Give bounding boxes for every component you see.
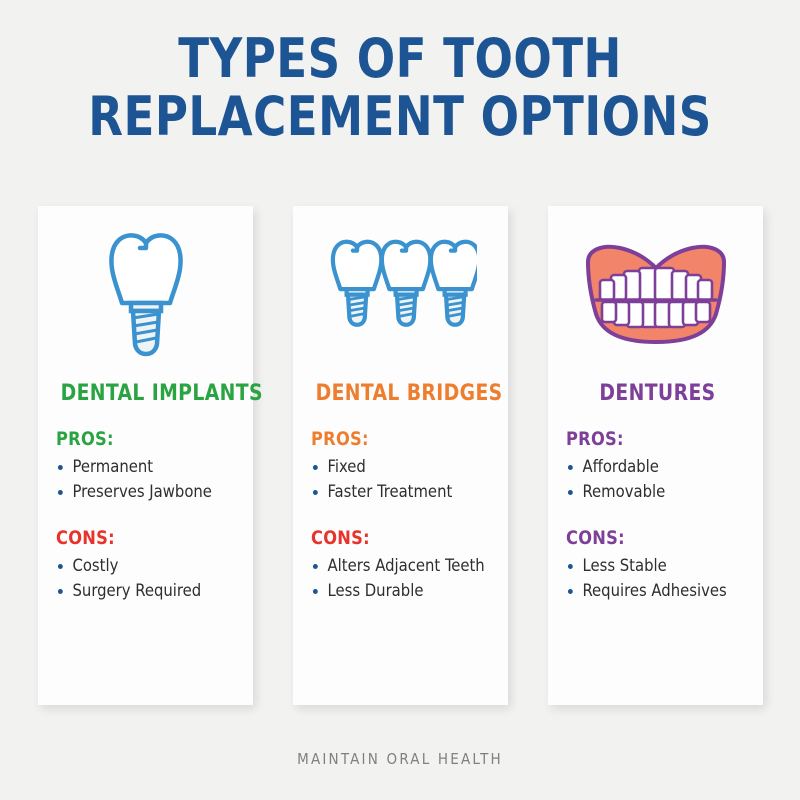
list-item-label: Preserves Jawbone [72,482,212,502]
bullet-dot-icon [312,490,318,495]
card-body: DENTAL IMPLANTS PROS: Permanent Preserve… [38,381,263,604]
card-body: DENTAL BRIDGES PROS: Fixed Faster Treatm… [293,381,508,604]
pros-list: Permanent Preserves Jawbone [56,455,239,505]
list-item: Removable [566,480,744,505]
page-title-line-2: REPLACEMENT OPTIONS [88,85,712,148]
dental-implant-icon [38,206,253,381]
list-item-label: Removable [582,482,666,502]
cons-label: CONS: [56,527,115,549]
card-heading: DENTAL IMPLANTS [60,381,263,406]
list-item-label: Permanent [72,457,154,477]
bullet-dot-icon [57,589,63,594]
bullet-dot-icon [312,465,318,470]
pros-list: Affordable Removable [566,455,749,505]
list-item: Affordable [566,455,744,480]
list-item-label: Fixed [327,457,366,477]
pros-label: PROS: [311,428,369,450]
bullet-dot-icon [57,490,63,495]
list-item: Less Stable [566,554,744,579]
dental-bridge-icon [293,206,508,381]
bullet-dot-icon [57,465,63,470]
card-dentures[interactable]: DENTURES PROS: Affordable Removable CONS… [548,206,763,705]
page-title-line-1: TYPES OF TOOTH [178,27,622,90]
list-item-label: Less Durable [327,581,424,601]
list-item-label: Costly [72,556,119,576]
bullet-dot-icon [567,465,573,470]
list-item: Preserves Jawbone [56,480,234,505]
pros-list: Fixed Faster Treatment [311,455,494,505]
bullet-dot-icon [312,564,318,569]
list-item: Requires Adhesives [566,579,744,604]
card-body: DENTURES PROS: Affordable Removable CONS… [548,381,763,604]
card-heading: DENTURES [599,381,716,406]
dentures-icon [548,206,763,381]
list-item-label: Affordable [582,457,659,477]
list-item: Faster Treatment [311,480,489,505]
pros-label: PROS: [566,428,624,450]
list-item: Fixed [311,455,489,480]
list-item-label: Alters Adjacent Teeth [327,556,485,576]
card-dental-bridges[interactable]: DENTAL BRIDGES PROS: Fixed Faster Treatm… [293,206,508,705]
cons-list: Less Stable Requires Adhesives [566,554,749,604]
bullet-dot-icon [57,564,63,569]
list-item: Alters Adjacent Teeth [311,554,489,579]
bullet-dot-icon [312,589,318,594]
footer-tagline: MAINTAIN ORAL HEALTH [297,750,503,768]
cons-list: Alters Adjacent Teeth Less Durable [311,554,494,604]
cons-list: Costly Surgery Required [56,554,239,604]
list-item: Permanent [56,455,234,480]
list-item: Less Durable [311,579,489,604]
cons-label: CONS: [311,527,370,549]
bullet-dot-icon [567,589,573,594]
page-title: TYPES OF TOOTH REPLACEMENT OPTIONS [0,30,800,146]
list-item-label: Less Stable [582,556,667,576]
bullet-dot-icon [567,490,573,495]
list-item: Costly [56,554,234,579]
bullet-dot-icon [567,564,573,569]
cons-label: CONS: [566,527,625,549]
list-item-label: Surgery Required [72,581,202,601]
list-item: Surgery Required [56,579,234,604]
list-item-label: Faster Treatment [327,482,453,502]
pros-label: PROS: [56,428,114,450]
card-heading: DENTAL BRIDGES [315,381,503,406]
card-list: DENTAL IMPLANTS PROS: Permanent Preserve… [38,206,763,705]
list-item-label: Requires Adhesives [582,581,727,601]
card-dental-implants[interactable]: DENTAL IMPLANTS PROS: Permanent Preserve… [38,206,263,705]
